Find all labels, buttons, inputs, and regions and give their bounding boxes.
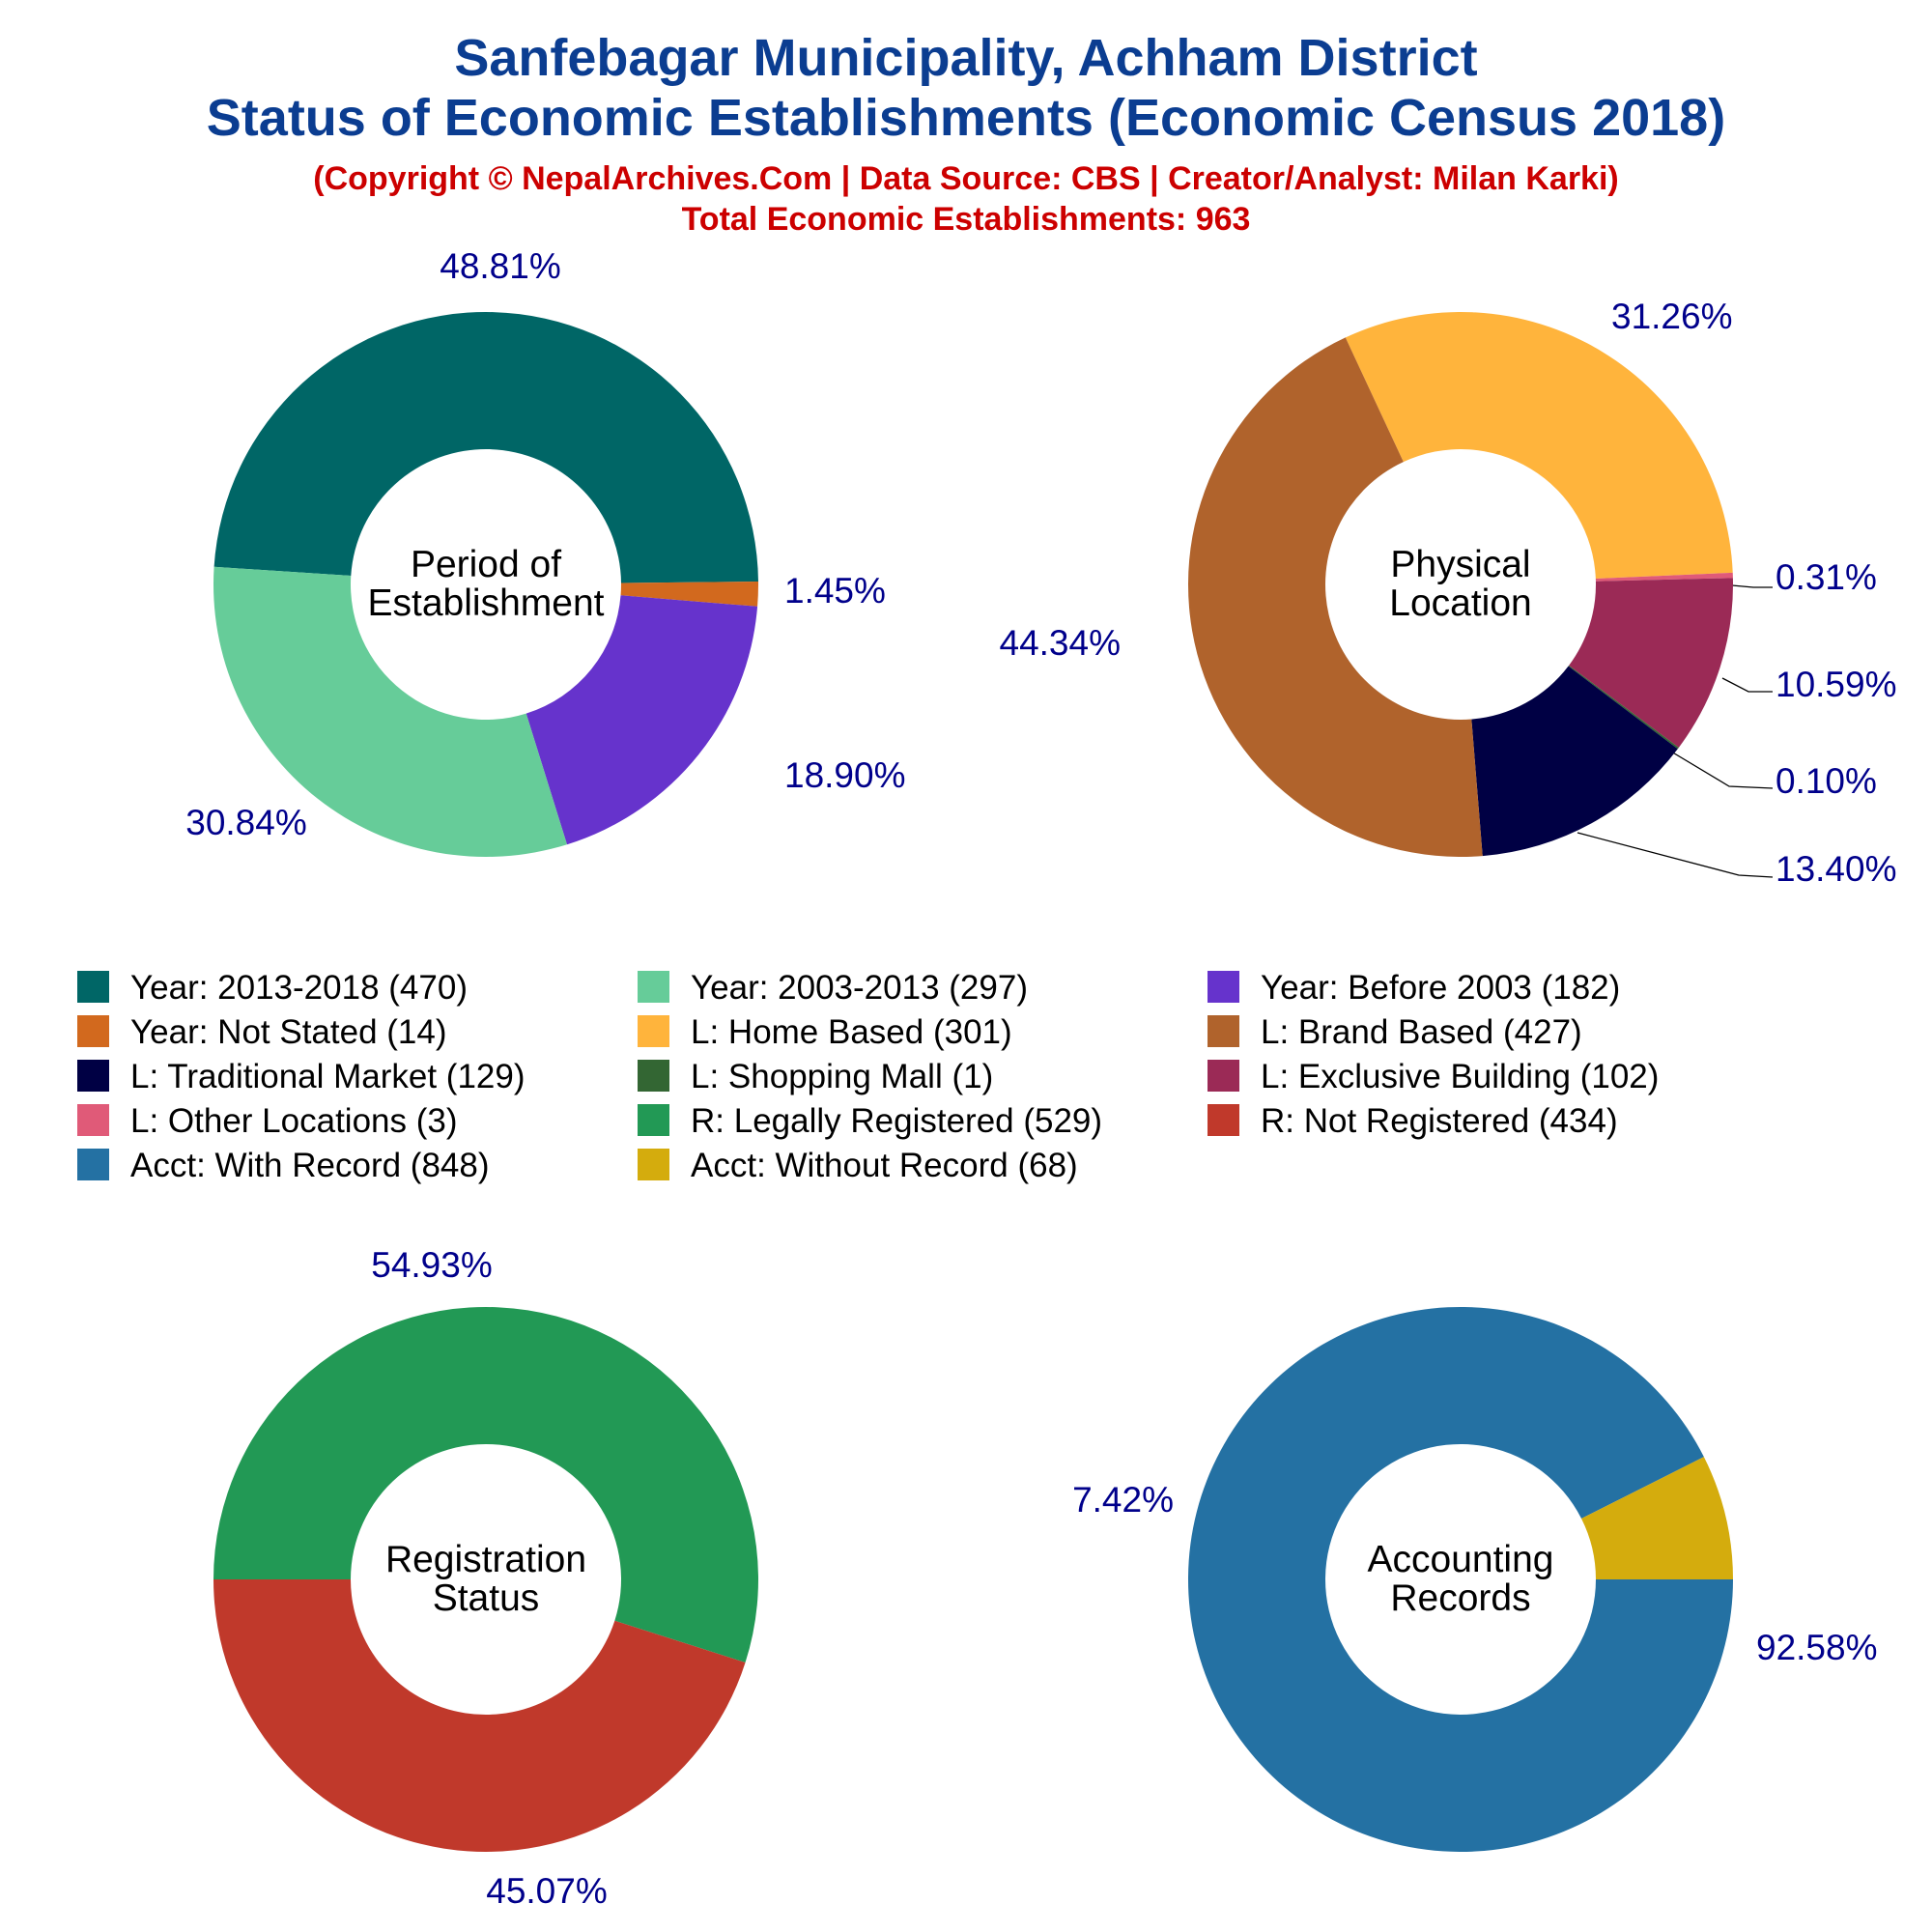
legend: Year: 2013-2018 (470) Year: 2003-2013 (29… — [77, 969, 1659, 1184]
chart-total-note: Total Economic Establishments: 963 — [682, 201, 1251, 238]
pct-label-l-shopping-mall: 0.10% — [1776, 761, 1877, 801]
slice-l-traditional-market — [1471, 666, 1678, 857]
legend-swatch — [638, 1104, 669, 1136]
center-label-line2: Establishment — [368, 582, 605, 624]
chart-header: Sanfebagar Municipality, Achham District… — [207, 29, 1725, 238]
center-label-line2: Status — [433, 1577, 540, 1619]
legend-label: Acct: Without Record (68) — [691, 1147, 1078, 1184]
leader-line-l-exclusive-building — [1721, 677, 1773, 693]
legend-swatch — [638, 1149, 669, 1180]
chart-title-line2: Status of Economic Establishments (Econo… — [207, 89, 1725, 147]
pct-label-acct-without-record: 7.42% — [1072, 1480, 1174, 1520]
slice-l-brand-based — [1187, 337, 1483, 857]
center-label-line2: Location — [1389, 582, 1531, 624]
legend-swatch — [638, 1015, 669, 1047]
center-label-line1: Accounting — [1368, 1539, 1554, 1580]
slice-acct-with-record — [1187, 1306, 1733, 1852]
legend-swatch — [1208, 1015, 1239, 1047]
legend-item-r-not-registered-434: R: Not Registered (434) — [1208, 1102, 1618, 1140]
slice-l-home-based — [1345, 312, 1733, 579]
legend-item-acct-with-record-848: Acct: With Record (848) — [77, 1147, 490, 1184]
pct-label-year-before-2003: 18.90% — [784, 755, 906, 795]
pct-label-l-traditional-market: 13.40% — [1776, 849, 1897, 889]
center-label-line2: Records — [1390, 1577, 1530, 1619]
pct-label-l-brand-based: 44.34% — [1000, 623, 1122, 663]
legend-label: L: Home Based (301) — [691, 1013, 1012, 1051]
legend-item-l-other-locations-3: L: Other Locations (3) — [77, 1102, 458, 1140]
pct-label-acct-with-record: 92.58% — [1756, 1628, 1878, 1667]
legend-label: Year: Before 2003 (182) — [1261, 969, 1620, 1007]
legend-label: L: Exclusive Building (102) — [1261, 1058, 1659, 1095]
legend-swatch — [638, 1060, 669, 1092]
legend-swatch — [1208, 1104, 1239, 1136]
legend-item-year-2013-2018-470: Year: 2013-2018 (470) — [77, 969, 468, 1007]
legend-label: Year: 2003-2013 (297) — [691, 969, 1028, 1007]
slice-year-before-2003 — [526, 595, 758, 845]
slice-year-2003-2013 — [213, 566, 567, 857]
slice-l-exclusive-building — [1569, 578, 1734, 748]
chart-copyright-note: (Copyright © NepalArchives.Com | Data So… — [313, 160, 1618, 197]
leader-line-l-other-locations — [1731, 584, 1773, 588]
donut-charts: 48.81% 1.45% 18.90% 30.84% Period ofEstablis… — [185, 246, 1896, 1911]
pct-label-r-not-registered: 45.07% — [486, 1871, 608, 1911]
legend-item-l-brand-based-427: L: Brand Based (427) — [1208, 1013, 1582, 1051]
legend-item-l-home-based-301: L: Home Based (301) — [638, 1013, 1012, 1051]
legend-swatch — [77, 1060, 109, 1092]
slice-l-other-locations — [1595, 572, 1733, 582]
legend-label: L: Other Locations (3) — [130, 1102, 458, 1140]
legend-label: L: Traditional Market (129) — [130, 1058, 526, 1095]
pct-label-r-legally-registered: 54.93% — [371, 1245, 493, 1285]
legend-item-acct-without-record-68: Acct: Without Record (68) — [638, 1147, 1078, 1184]
pct-label-l-exclusive-building: 10.59% — [1776, 665, 1897, 704]
pct-label-l-other-locations: 0.31% — [1776, 557, 1877, 597]
legend-swatch — [1208, 1060, 1239, 1092]
legend-swatch — [77, 1149, 109, 1180]
legend-item-year-before-2003-182: Year: Before 2003 (182) — [1208, 969, 1620, 1007]
legend-item-l-traditional-market-129: L: Traditional Market (129) — [77, 1058, 526, 1095]
leader-line-l-shopping-mall — [1670, 751, 1774, 789]
legend-label: L: Shopping Mall (1) — [691, 1058, 993, 1095]
slice-l-shopping-mall — [1568, 665, 1679, 750]
legend-label: Year: 2013-2018 (470) — [130, 969, 468, 1007]
pct-label-year-2013-2018: 48.81% — [440, 246, 561, 286]
donut-chart-2: 31.26% 0.31% 10.59% 0.10% 13.40% 44.34% Physic… — [1000, 297, 1897, 889]
center-label-line1: Period of — [411, 544, 561, 585]
legend-swatch — [638, 971, 669, 1003]
legend-item-year-not-stated-14: Year: Not Stated (14) — [77, 1013, 447, 1051]
slice-year-not-stated — [620, 582, 758, 607]
legend-item-l-exclusive-building-102: L: Exclusive Building (102) — [1208, 1058, 1659, 1095]
legend-label: L: Brand Based (427) — [1261, 1013, 1582, 1051]
legend-item-l-shopping-mall-1: L: Shopping Mall (1) — [638, 1058, 993, 1095]
legend-label: R: Legally Registered (529) — [691, 1102, 1102, 1140]
center-label-line1: Physical — [1390, 544, 1530, 585]
chart-title-line1: Sanfebagar Municipality, Achham District — [454, 29, 1477, 87]
legend-label: Acct: With Record (848) — [130, 1147, 490, 1184]
slice-r-legally-registered — [213, 1307, 758, 1663]
slice-acct-without-record — [1581, 1457, 1733, 1579]
donut-chart-1: 48.81% 1.45% 18.90% 30.84% Period ofEstablis… — [185, 246, 906, 857]
slice-r-not-registered — [213, 1579, 746, 1853]
legend-label: R: Not Registered (434) — [1261, 1102, 1618, 1140]
legend-swatch — [77, 1104, 109, 1136]
leader-line-l-traditional-market — [1577, 832, 1774, 878]
center-label-line1: Registration — [385, 1539, 586, 1580]
legend-item-year-2003-2013-297: Year: 2003-2013 (297) — [638, 969, 1028, 1007]
slice-year-2013-2018 — [213, 312, 758, 583]
legend-swatch — [77, 1015, 109, 1047]
legend-swatch — [77, 971, 109, 1003]
legend-label: Year: Not Stated (14) — [130, 1013, 447, 1051]
pct-label-year-not-stated: 1.45% — [784, 571, 886, 611]
pct-label-l-home-based: 31.26% — [1611, 297, 1733, 336]
legend-swatch — [1208, 971, 1239, 1003]
legend-item-r-legally-registered-529: R: Legally Registered (529) — [638, 1102, 1102, 1140]
pct-label-year-2003-2013: 30.84% — [185, 803, 307, 842]
